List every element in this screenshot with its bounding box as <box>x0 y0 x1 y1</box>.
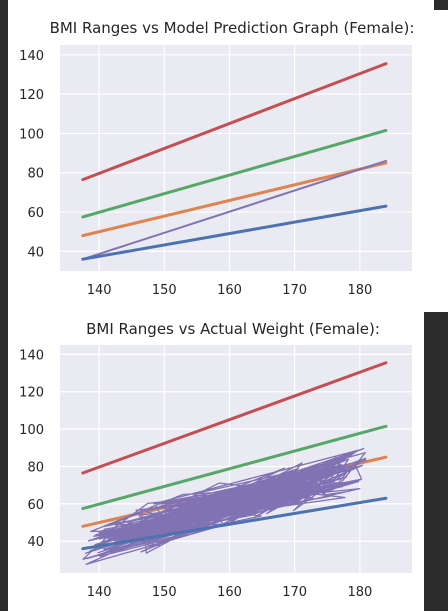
y-tick-label: 120 <box>19 386 44 401</box>
y-tick-label: 60 <box>27 206 44 221</box>
y-tick-label: 40 <box>27 245 44 260</box>
series-line <box>81 161 388 238</box>
y-tick-label: 140 <box>19 348 44 363</box>
series-line <box>81 361 388 475</box>
series-line <box>81 159 387 261</box>
y-tick-label: 40 <box>27 535 44 550</box>
x-tick-label: 150 <box>152 283 177 298</box>
left-window-edge <box>0 0 8 611</box>
series-line <box>81 496 388 551</box>
x-tick-label: 160 <box>217 585 242 600</box>
x-tick-label: 170 <box>282 585 307 600</box>
series-line <box>81 62 388 182</box>
tick-labels: 140 150 160 170 180 40 60 80 100 120 140 <box>19 348 372 600</box>
y-tick-label: 140 <box>19 49 44 64</box>
chart-model-prediction: BMI Ranges vs Model Prediction Graph (Fe… <box>19 19 415 298</box>
series-line <box>81 128 388 219</box>
x-tick-label: 140 <box>87 585 112 600</box>
series-scatter-line <box>82 447 367 566</box>
y-tick-label: 100 <box>19 423 44 438</box>
chart-title: BMI Ranges vs Model Prediction Graph (Fe… <box>50 19 415 37</box>
x-tick-label: 170 <box>282 283 307 298</box>
y-tick-label: 60 <box>27 498 44 513</box>
series-line <box>81 424 388 511</box>
x-tick-label: 140 <box>87 283 112 298</box>
y-tick-label: 120 <box>19 88 44 103</box>
series-group <box>81 62 388 261</box>
tick-labels: 140 150 160 170 180 40 60 80 100 120 140 <box>19 49 372 298</box>
chart-title: BMI Ranges vs Actual Weight (Female): <box>86 320 380 338</box>
right-window-edge-top <box>434 0 448 10</box>
y-tick-label: 80 <box>27 460 44 475</box>
chart-actual-weight: BMI Ranges vs Actual Weight (Female): 14… <box>19 320 412 600</box>
x-tick-label: 150 <box>152 585 177 600</box>
y-tick-label: 80 <box>27 167 44 182</box>
right-window-edge-bottom <box>424 312 448 611</box>
x-tick-label: 160 <box>217 283 242 298</box>
series-group <box>81 361 388 566</box>
x-tick-label: 180 <box>347 585 372 600</box>
plot-area <box>60 45 412 271</box>
series-line <box>81 204 388 261</box>
y-tick-label: 100 <box>19 127 44 142</box>
x-tick-label: 180 <box>347 283 372 298</box>
